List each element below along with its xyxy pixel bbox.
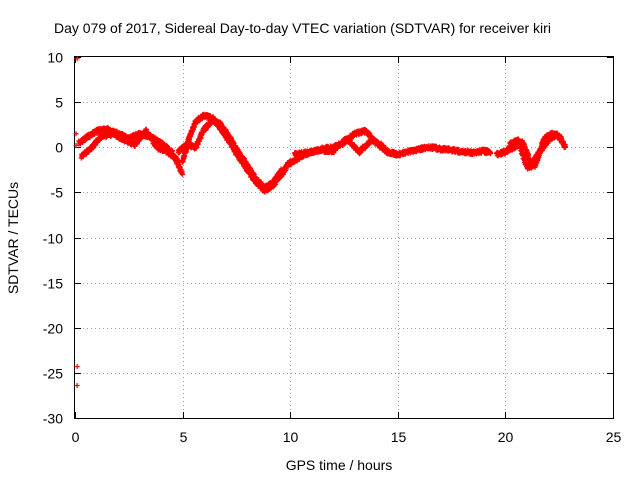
x-tick-label: 15 — [391, 429, 407, 445]
x-axis-ticks: 0 5 10 15 20 25 — [72, 57, 622, 445]
y-tick-label: -10 — [43, 231, 63, 247]
chart-title: Day 079 of 2017, Sidereal Day-to-day VTE… — [54, 20, 551, 36]
x-tick-label: 5 — [180, 429, 188, 445]
y-axis-label: SDTVAR / TECUs — [5, 182, 21, 294]
y-tick-label: 10 — [47, 50, 63, 66]
data-point — [80, 154, 86, 160]
y-tick-label: 0 — [55, 140, 63, 156]
y-tick-label: -15 — [43, 276, 63, 292]
x-tick-label: 10 — [283, 429, 299, 445]
x-axis-label: GPS time / hours — [286, 457, 393, 473]
y-tick-label: -25 — [43, 366, 63, 382]
plot-frame — [74, 56, 614, 419]
data-point — [279, 167, 285, 173]
y-tick-label: -5 — [51, 185, 64, 201]
data-point — [180, 171, 186, 177]
y-tick-label: -20 — [43, 321, 63, 337]
y-tick-label: 5 — [55, 95, 63, 111]
data-point — [382, 144, 388, 150]
x-tick-label: 20 — [498, 429, 514, 445]
data-points — [73, 56, 569, 389]
y-tick-label: -30 — [43, 411, 63, 427]
y-axis-ticks: 10 5 0 -5 -10 -15 -20 -25 -30 — [43, 50, 613, 427]
x-tick-label: 25 — [606, 429, 622, 445]
x-tick-label: 0 — [72, 429, 80, 445]
